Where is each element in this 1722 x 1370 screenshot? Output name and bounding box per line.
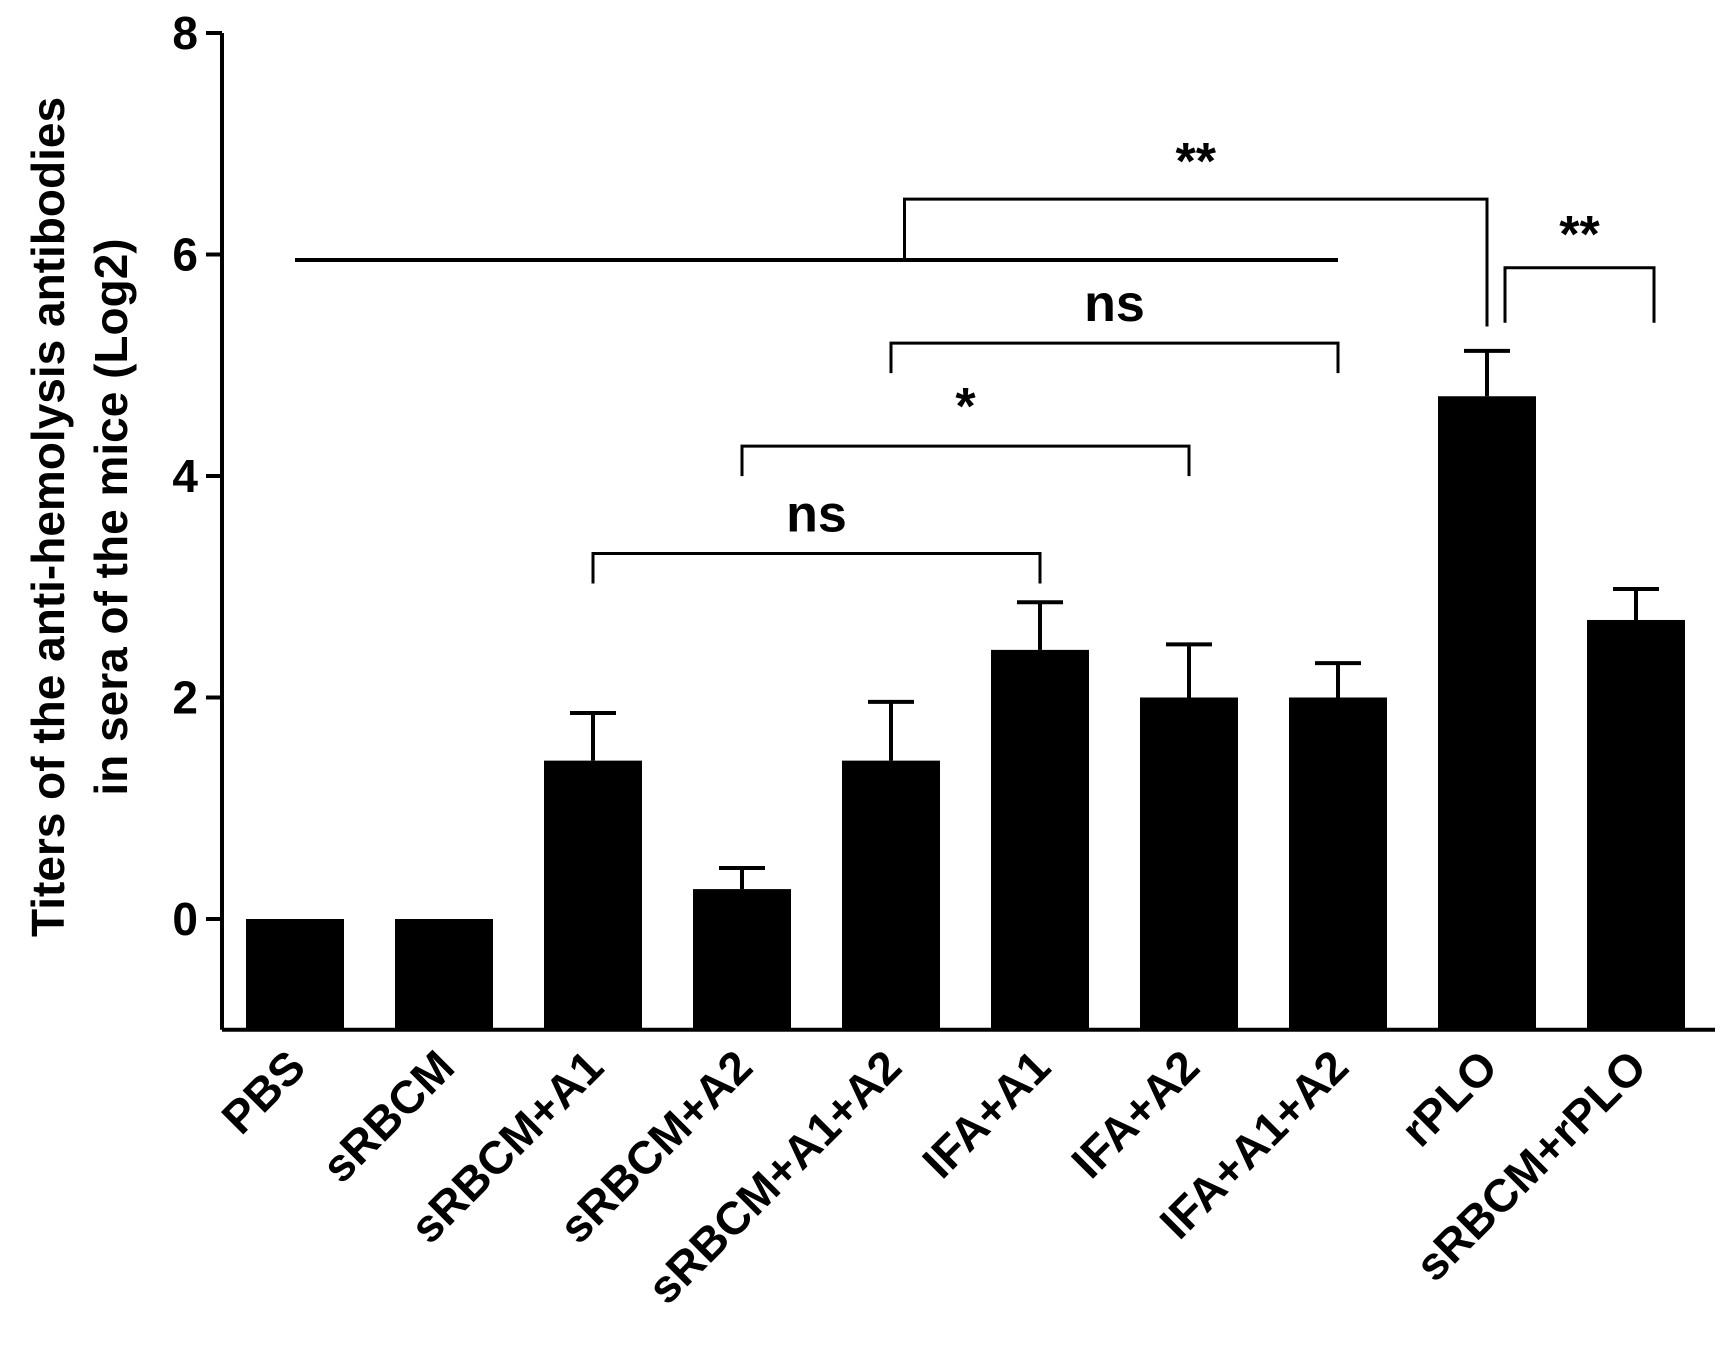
- y-axis-title-line-1: Titers of the anti-hemolysis antibodies: [22, 97, 74, 937]
- bar-IFA+A2: [1140, 697, 1238, 1030]
- y-axis-title: Titers of the anti-hemolysis antibodies …: [22, 97, 137, 937]
- bar-sRBCM: [395, 919, 493, 1030]
- error-bar-sRBCM+A1: [570, 711, 616, 761]
- bracket-double-star-group-vs-rPLO: **: [295, 133, 1489, 327]
- error-bars: [570, 348, 1659, 890]
- significance-brackets: ns * ns ** **: [295, 133, 1656, 584]
- error-bar-IFA+A2: [1166, 642, 1212, 698]
- x-label-IFA+A2: IFA+A2: [1061, 1040, 1209, 1188]
- bar-IFA+A1+A2: [1289, 697, 1387, 1030]
- x-label-rPLO: rPLO: [1391, 1040, 1507, 1156]
- error-bar-sRBCM+A2: [719, 866, 765, 890]
- y-tick-label-8: 8: [172, 7, 198, 59]
- bracket-double-star-group-label: **: [1176, 133, 1217, 191]
- bracket-ns-sRBCM-A1A2-vs-IFA-A1A2-label: ns: [1084, 275, 1145, 333]
- bracket-double-star-rPLO-vs-sRBCM-rPLO: **: [1503, 206, 1656, 323]
- group-to-rPLO-bracket: [903, 197, 1489, 327]
- bracket-star-sRBCM-A2-vs-IFA-A2-label: *: [955, 378, 976, 436]
- y-tick-label-0: 0: [172, 893, 198, 945]
- error-bar-IFA+A1: [1017, 600, 1063, 650]
- error-bar-rPLO: [1464, 348, 1510, 397]
- bar-sRBCM+rPLO: [1587, 619, 1685, 1030]
- bar-IFA+A1: [991, 649, 1089, 1030]
- bracket-ns-sRBCM-A1A2-vs-IFA-A1A2: ns: [889, 275, 1340, 374]
- y-tick-label-2: 2: [172, 672, 198, 724]
- x-label-PBS: PBS: [211, 1040, 315, 1144]
- y-tick-label-6: 6: [172, 229, 198, 281]
- y-axis-title-line-2: in sera of the mice (Log2): [85, 238, 137, 795]
- bracket-ns-sRBCM-A1-vs-IFA-A1: ns: [591, 486, 1042, 584]
- y-axis-ticks: 0 2 4 6 8: [172, 7, 222, 945]
- y-tick-label-4: 4: [172, 450, 198, 502]
- error-bar-sRBCM+rPLO: [1613, 586, 1659, 620]
- bar-sRBCM+A2: [693, 889, 791, 1030]
- x-label-sRBCM+A1+A2: sRBCM+A1+A2: [637, 1040, 911, 1314]
- bracket-ns-sRBCM-A1-vs-IFA-A1-label: ns: [786, 486, 847, 544]
- bars: [246, 396, 1685, 1030]
- bar-rPLO: [1438, 396, 1536, 1030]
- bar-sRBCM+A1+A2: [842, 760, 940, 1030]
- x-label-IFA+A1: IFA+A1: [912, 1040, 1060, 1188]
- bar-PBS: [246, 919, 344, 1030]
- bracket-double-star-rPLO-label: **: [1559, 206, 1600, 264]
- x-label-sRBCM: sRBCM: [312, 1040, 464, 1192]
- error-bar-sRBCM+A1+A2: [868, 699, 914, 761]
- bracket-star-sRBCM-A2-vs-IFA-A2: *: [740, 378, 1191, 477]
- error-bar-IFA+A1+A2: [1315, 661, 1361, 698]
- bar-sRBCM+A1: [544, 760, 642, 1030]
